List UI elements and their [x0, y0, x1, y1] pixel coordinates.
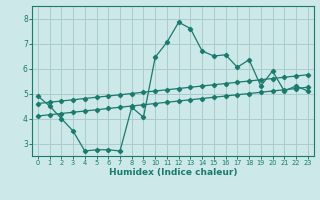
X-axis label: Humidex (Indice chaleur): Humidex (Indice chaleur): [108, 168, 237, 177]
